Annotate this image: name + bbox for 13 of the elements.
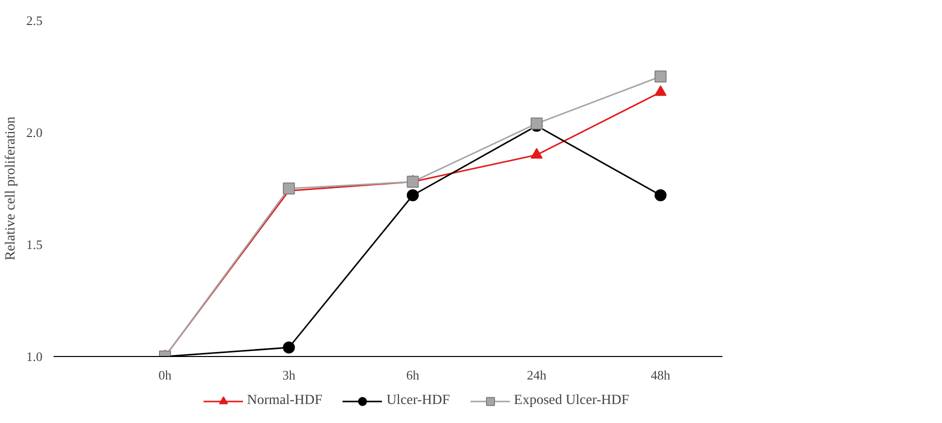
y-tick-label: 2.0 xyxy=(26,125,42,140)
x-tick-label: 48h xyxy=(650,368,671,382)
legend-label: Exposed Ulcer-HDF xyxy=(514,393,630,409)
y-tick-label: 1.0 xyxy=(26,349,42,364)
x-tick-label: 3h xyxy=(282,368,296,382)
y-tick-label: 2.5 xyxy=(26,13,42,28)
y-axis-title: Relative cell proliferation xyxy=(3,116,18,260)
x-tick-label: 6h xyxy=(406,368,420,382)
legend-label: Ulcer-HDF xyxy=(386,393,450,409)
x-tick-label: 24h xyxy=(526,368,547,382)
y-tick-label: 1.5 xyxy=(26,237,42,252)
x-tick-label: 0h xyxy=(158,368,172,382)
legend-label: Normal-HDF xyxy=(247,393,322,409)
